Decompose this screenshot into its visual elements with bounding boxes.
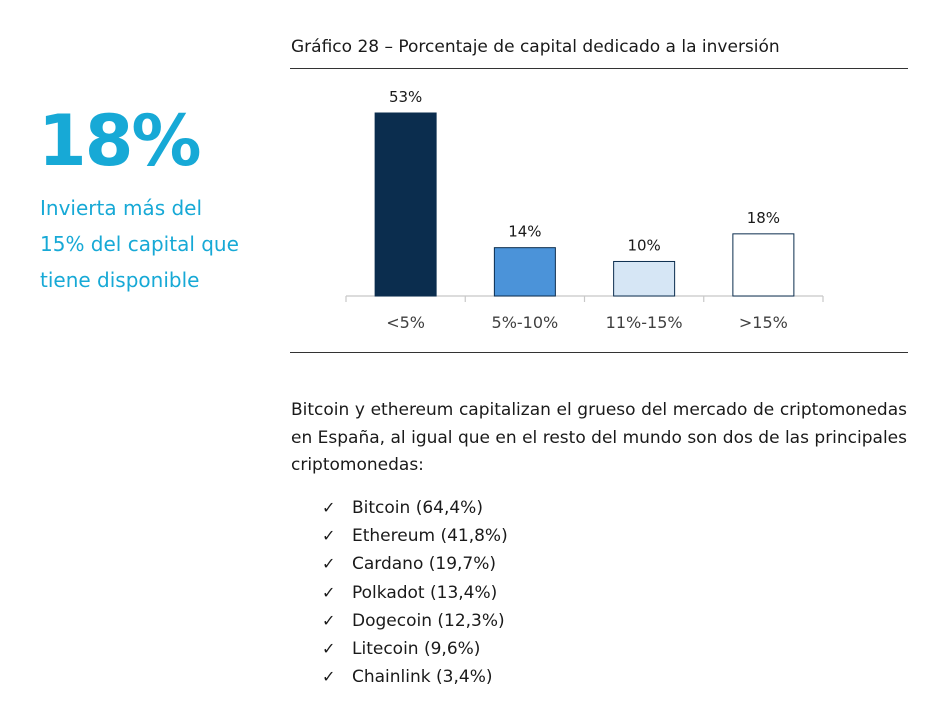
chart-top-rule [290, 68, 908, 69]
check-icon: ✓ [322, 610, 336, 630]
bar [374, 112, 437, 297]
check-icon: ✓ [322, 554, 336, 574]
bar-chart: 53% <5% 14% 5%-10% 10% 11%-15% 18% >15% [345, 88, 824, 332]
list-item: ✓ Bitcoin (64,4%) [322, 494, 508, 522]
category-label: <5% [386, 313, 425, 332]
list-item-label: Cardano (19,7%) [352, 554, 497, 575]
list-item-label: Chainlink (3,4%) [352, 667, 493, 688]
bar-value-label: 14% [508, 223, 541, 241]
highlight-caption: Invierta más del 15% del capital que tie… [40, 196, 239, 292]
check-icon: ✓ [322, 638, 336, 658]
chart-title: Gráfico 28 – Porcentaje de capital dedic… [291, 37, 780, 57]
list-item: ✓ Polkadot (13,4%) [322, 579, 508, 607]
check-icon: ✓ [322, 667, 336, 687]
category-label: >15% [739, 313, 788, 332]
list-item-label: Polkadot (13,4%) [352, 582, 498, 603]
category-label: 11%-15% [606, 313, 683, 332]
list-item: ✓ Chainlink (3,4%) [322, 663, 508, 691]
bar-value-label: 53% [389, 88, 422, 106]
category-label: 5%-10% [492, 313, 559, 332]
bar [613, 260, 676, 297]
crypto-list: ✓ Bitcoin (64,4%) ✓ Ethereum (41,8%) ✓ Card… [322, 494, 508, 691]
list-item-label: Litecoin (9,6%) [352, 638, 481, 659]
bar [493, 247, 556, 297]
list-item: ✓ Cardano (19,7%) [322, 550, 508, 578]
chart-bottom-rule [290, 352, 908, 353]
list-item-label: Bitcoin (64,4%) [352, 498, 483, 518]
bar-value-label: 18% [747, 209, 780, 227]
list-item: ✓ Litecoin (9,6%) [322, 635, 508, 663]
body-paragraph: Bitcoin y ethereum capitalizan el grueso… [291, 400, 907, 475]
list-item-label: Dogecoin (12,3%) [352, 610, 505, 631]
check-icon: ✓ [322, 498, 336, 517]
list-item: ✓ Ethereum (41,8%) [322, 522, 508, 550]
highlight-value: 18% [38, 100, 202, 182]
bar-value-label: 10% [627, 236, 660, 254]
list-item: ✓ Dogecoin (12,3%) [322, 607, 508, 635]
list-item-label: Ethereum (41,8%) [352, 526, 508, 547]
bar [732, 233, 795, 297]
check-icon: ✓ [322, 582, 336, 602]
check-icon: ✓ [322, 526, 336, 546]
